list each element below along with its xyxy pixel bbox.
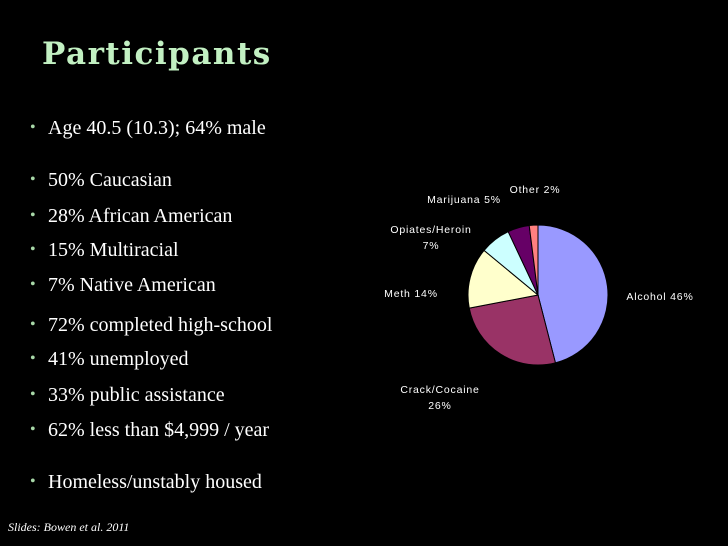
pie-label-line: Meth 14%: [384, 288, 438, 300]
bullet-dot-icon: •: [30, 473, 36, 490]
pie-label-4: Marijuana 5%: [427, 194, 501, 206]
pie-label-line: Opiates/Heroin: [390, 224, 471, 236]
bullet-text: 50% Caucasian: [48, 169, 172, 191]
pie-label-3: Opiates/Heroin 7%: [390, 224, 471, 252]
bullet-high-school: • 72% completed high-school: [30, 313, 272, 337]
pie-slice-2: [467, 249, 540, 309]
pie-label-line: 26%: [428, 400, 451, 412]
bullet-homeless: • Homeless/unstably housed: [30, 470, 262, 494]
bullet-text: 7% Native American: [48, 274, 216, 296]
bullet-dot-icon: •: [30, 207, 36, 224]
bullet-dot-icon: •: [30, 421, 36, 438]
bullet-text: 62% less than $4,999 / year: [48, 419, 270, 441]
bullet-dot-icon: •: [30, 119, 36, 136]
pie-slice-0: [537, 224, 609, 364]
bullet-age: • Age 40.5 (10.3); 64% male: [30, 116, 266, 140]
pie-label-line: Other 2%: [510, 184, 561, 196]
bullet-dot-icon: •: [30, 241, 36, 258]
bullet-text: Age 40.5 (10.3); 64% male: [48, 117, 266, 139]
pie-chart: Alcohol 46% Crack/Cocaine 26% Meth 14% Opiat…: [384, 184, 693, 412]
bullet-dot-icon: •: [30, 316, 36, 333]
pie-label-2: Meth 14%: [384, 288, 438, 300]
pie-label-line: Crack/Cocaine: [400, 384, 479, 396]
bullet-text: 33% public assistance: [48, 384, 225, 406]
pie-label-1: Crack/Cocaine 26%: [400, 384, 479, 412]
bullet-public-assistance: • 33% public assistance: [30, 383, 225, 407]
bullet-income: • 62% less than $4,999 / year: [30, 418, 269, 442]
bullet-dot-icon: •: [30, 276, 36, 293]
slide-title: Participants: [42, 36, 272, 72]
bullet-caucasian: • 50% Caucasian: [30, 168, 172, 192]
bullet-african-american: • 28% African American: [30, 204, 232, 228]
pie-label-line: Marijuana 5%: [427, 194, 501, 206]
bullet-dot-icon: •: [30, 171, 36, 188]
bullet-dot-icon: •: [30, 386, 36, 403]
bullet-text: Homeless/unstably housed: [48, 471, 262, 493]
bullet-text: 15% Multiracial: [48, 239, 179, 261]
bullet-native-american: • 7% Native American: [30, 273, 216, 297]
bullet-text: 28% African American: [48, 205, 233, 227]
bullet-dot-icon: •: [30, 350, 36, 367]
pie-slice-1: [468, 294, 557, 366]
pie-label-5: Other 2%: [510, 184, 561, 196]
bullet-multiracial: • 15% Multiracial: [30, 238, 179, 262]
slide-footer: Slides: Bowen et al. 2011: [8, 520, 130, 534]
pie-label-0: Alcohol 46%: [626, 291, 693, 303]
pie-label-line: 7%: [423, 240, 440, 252]
pie-slice-5: [528, 224, 539, 296]
bullet-text: 72% completed high-school: [48, 314, 273, 336]
bullet-text: 41% unemployed: [48, 348, 189, 370]
pie-label-line: Alcohol 46%: [626, 291, 693, 303]
bullet-unemployed: • 41% unemployed: [30, 347, 189, 371]
